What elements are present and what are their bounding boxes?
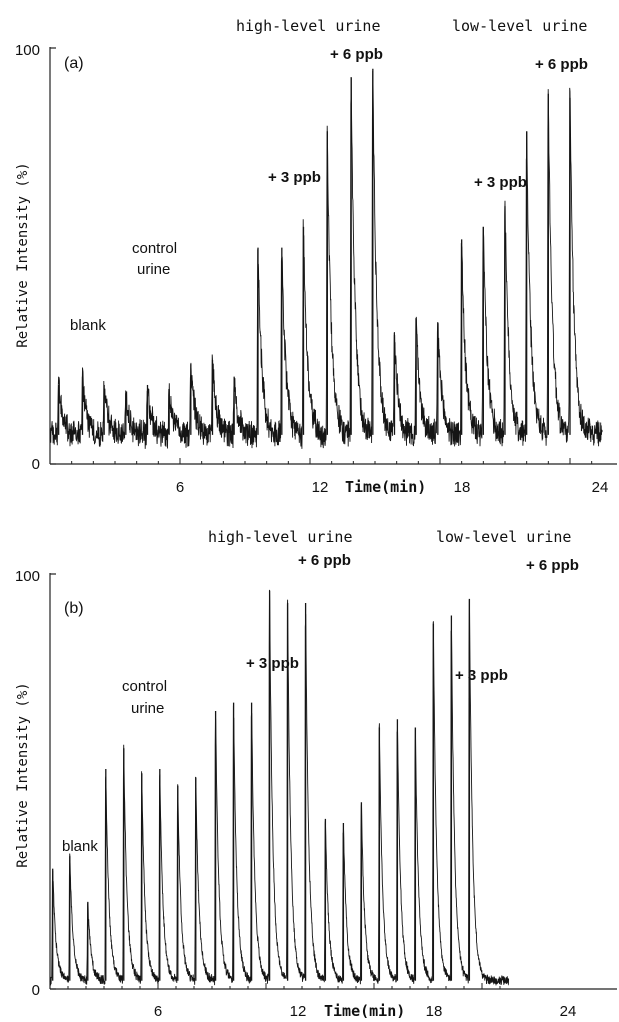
label-high-3ppb: + 3 ppb [268,169,321,186]
y-axis-title: Relative Intensity (%) [15,162,31,347]
label-blank: blank [70,317,106,334]
label-high-6ppb: + 6 ppb [298,552,351,569]
y-tick-label-100: 100 [15,568,40,585]
x-tick-label-12: 12 [312,479,329,496]
label-control-line1: control [132,240,177,257]
x-tick-label-24: 24 [592,479,609,496]
label-blank: blank [62,838,98,855]
x-tick-label-6: 6 [176,479,184,496]
y-axis-title: Relative Intensity (%) [15,682,31,867]
label-low-level-urine: low-level urine [452,17,587,35]
y-tick-label-0: 0 [32,982,40,999]
label-high-level-urine: high-level urine [236,17,381,35]
label-low-3ppb: + 3 ppb [474,174,527,191]
peak-group [52,590,471,981]
x-tick-label-6: 6 [154,1003,162,1020]
x-minor-ticks [67,983,501,989]
x-tick-label-12: 12 [290,1003,307,1020]
x-minor-ticks [71,458,593,464]
panel-b: 100 0 Relative Intensity (%) (b) 6 12 Ti… [15,528,617,1020]
peak-group [58,68,571,435]
x-tick-label-24: 24 [560,1003,577,1020]
x-tick-label-18: 18 [426,1003,443,1020]
panel-label: (a) [64,55,84,72]
label-low-3ppb: + 3 ppb [455,667,508,684]
chromatogram-trace [49,589,510,986]
x-axis-title: Time(min) [324,1002,405,1020]
x-axis-title: Time(min) [345,478,426,496]
chromatogram-trace [49,70,603,449]
label-high-3ppb: + 3 ppb [246,655,299,672]
label-low-6ppb: + 6 ppb [535,56,588,73]
label-high-level-urine: high-level urine [208,528,353,546]
label-control-line1: control [122,678,167,695]
label-control-line2: urine [137,261,170,278]
label-low-6ppb: + 6 ppb [526,557,579,574]
x-tick-label-18: 18 [454,479,471,496]
panel-a: 100 0 Relative Intensity (%) (a) 6 12 Ti… [15,17,617,496]
label-low-level-urine: low-level urine [436,528,571,546]
y-tick-label-100: 100 [15,42,40,59]
y-tick-label-0: 0 [32,456,40,473]
panel-label: (b) [64,600,84,617]
label-control-line2: urine [131,700,164,717]
label-high-6ppb: + 6 ppb [330,46,383,63]
